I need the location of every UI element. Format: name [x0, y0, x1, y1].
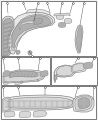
Polygon shape: [58, 22, 66, 27]
Bar: [1, 86, 97, 119]
Polygon shape: [3, 99, 9, 111]
Polygon shape: [33, 18, 43, 24]
Circle shape: [37, 79, 39, 81]
Polygon shape: [15, 83, 22, 84]
Polygon shape: [56, 14, 64, 19]
Bar: [1, 57, 50, 85]
Circle shape: [86, 100, 88, 101]
Polygon shape: [72, 63, 85, 72]
Circle shape: [86, 105, 88, 107]
Circle shape: [80, 100, 82, 101]
Polygon shape: [75, 96, 92, 111]
Polygon shape: [77, 27, 82, 52]
Circle shape: [21, 81, 23, 83]
Polygon shape: [12, 15, 51, 48]
Polygon shape: [4, 111, 15, 117]
Polygon shape: [75, 25, 83, 53]
Polygon shape: [4, 72, 43, 82]
Polygon shape: [54, 13, 70, 16]
Polygon shape: [9, 71, 38, 78]
Polygon shape: [54, 65, 75, 82]
Polygon shape: [9, 12, 55, 54]
Polygon shape: [40, 71, 48, 77]
Polygon shape: [26, 9, 50, 15]
Polygon shape: [33, 111, 47, 117]
Polygon shape: [16, 50, 20, 54]
Polygon shape: [3, 95, 76, 110]
Polygon shape: [73, 95, 94, 112]
Polygon shape: [71, 63, 87, 72]
Polygon shape: [28, 51, 32, 55]
Polygon shape: [11, 14, 53, 51]
Polygon shape: [54, 66, 74, 83]
Polygon shape: [3, 18, 13, 55]
Circle shape: [80, 105, 82, 107]
Polygon shape: [3, 70, 45, 83]
Polygon shape: [3, 71, 10, 77]
Polygon shape: [19, 111, 31, 117]
Polygon shape: [2, 16, 14, 55]
Polygon shape: [5, 97, 73, 108]
Polygon shape: [83, 62, 93, 69]
Polygon shape: [2, 97, 10, 112]
Bar: [1, 1, 97, 56]
Polygon shape: [64, 18, 72, 24]
Polygon shape: [78, 97, 90, 109]
Polygon shape: [19, 21, 38, 30]
Polygon shape: [4, 83, 8, 84]
Circle shape: [5, 81, 7, 84]
Bar: [52, 57, 97, 85]
Polygon shape: [56, 66, 74, 80]
